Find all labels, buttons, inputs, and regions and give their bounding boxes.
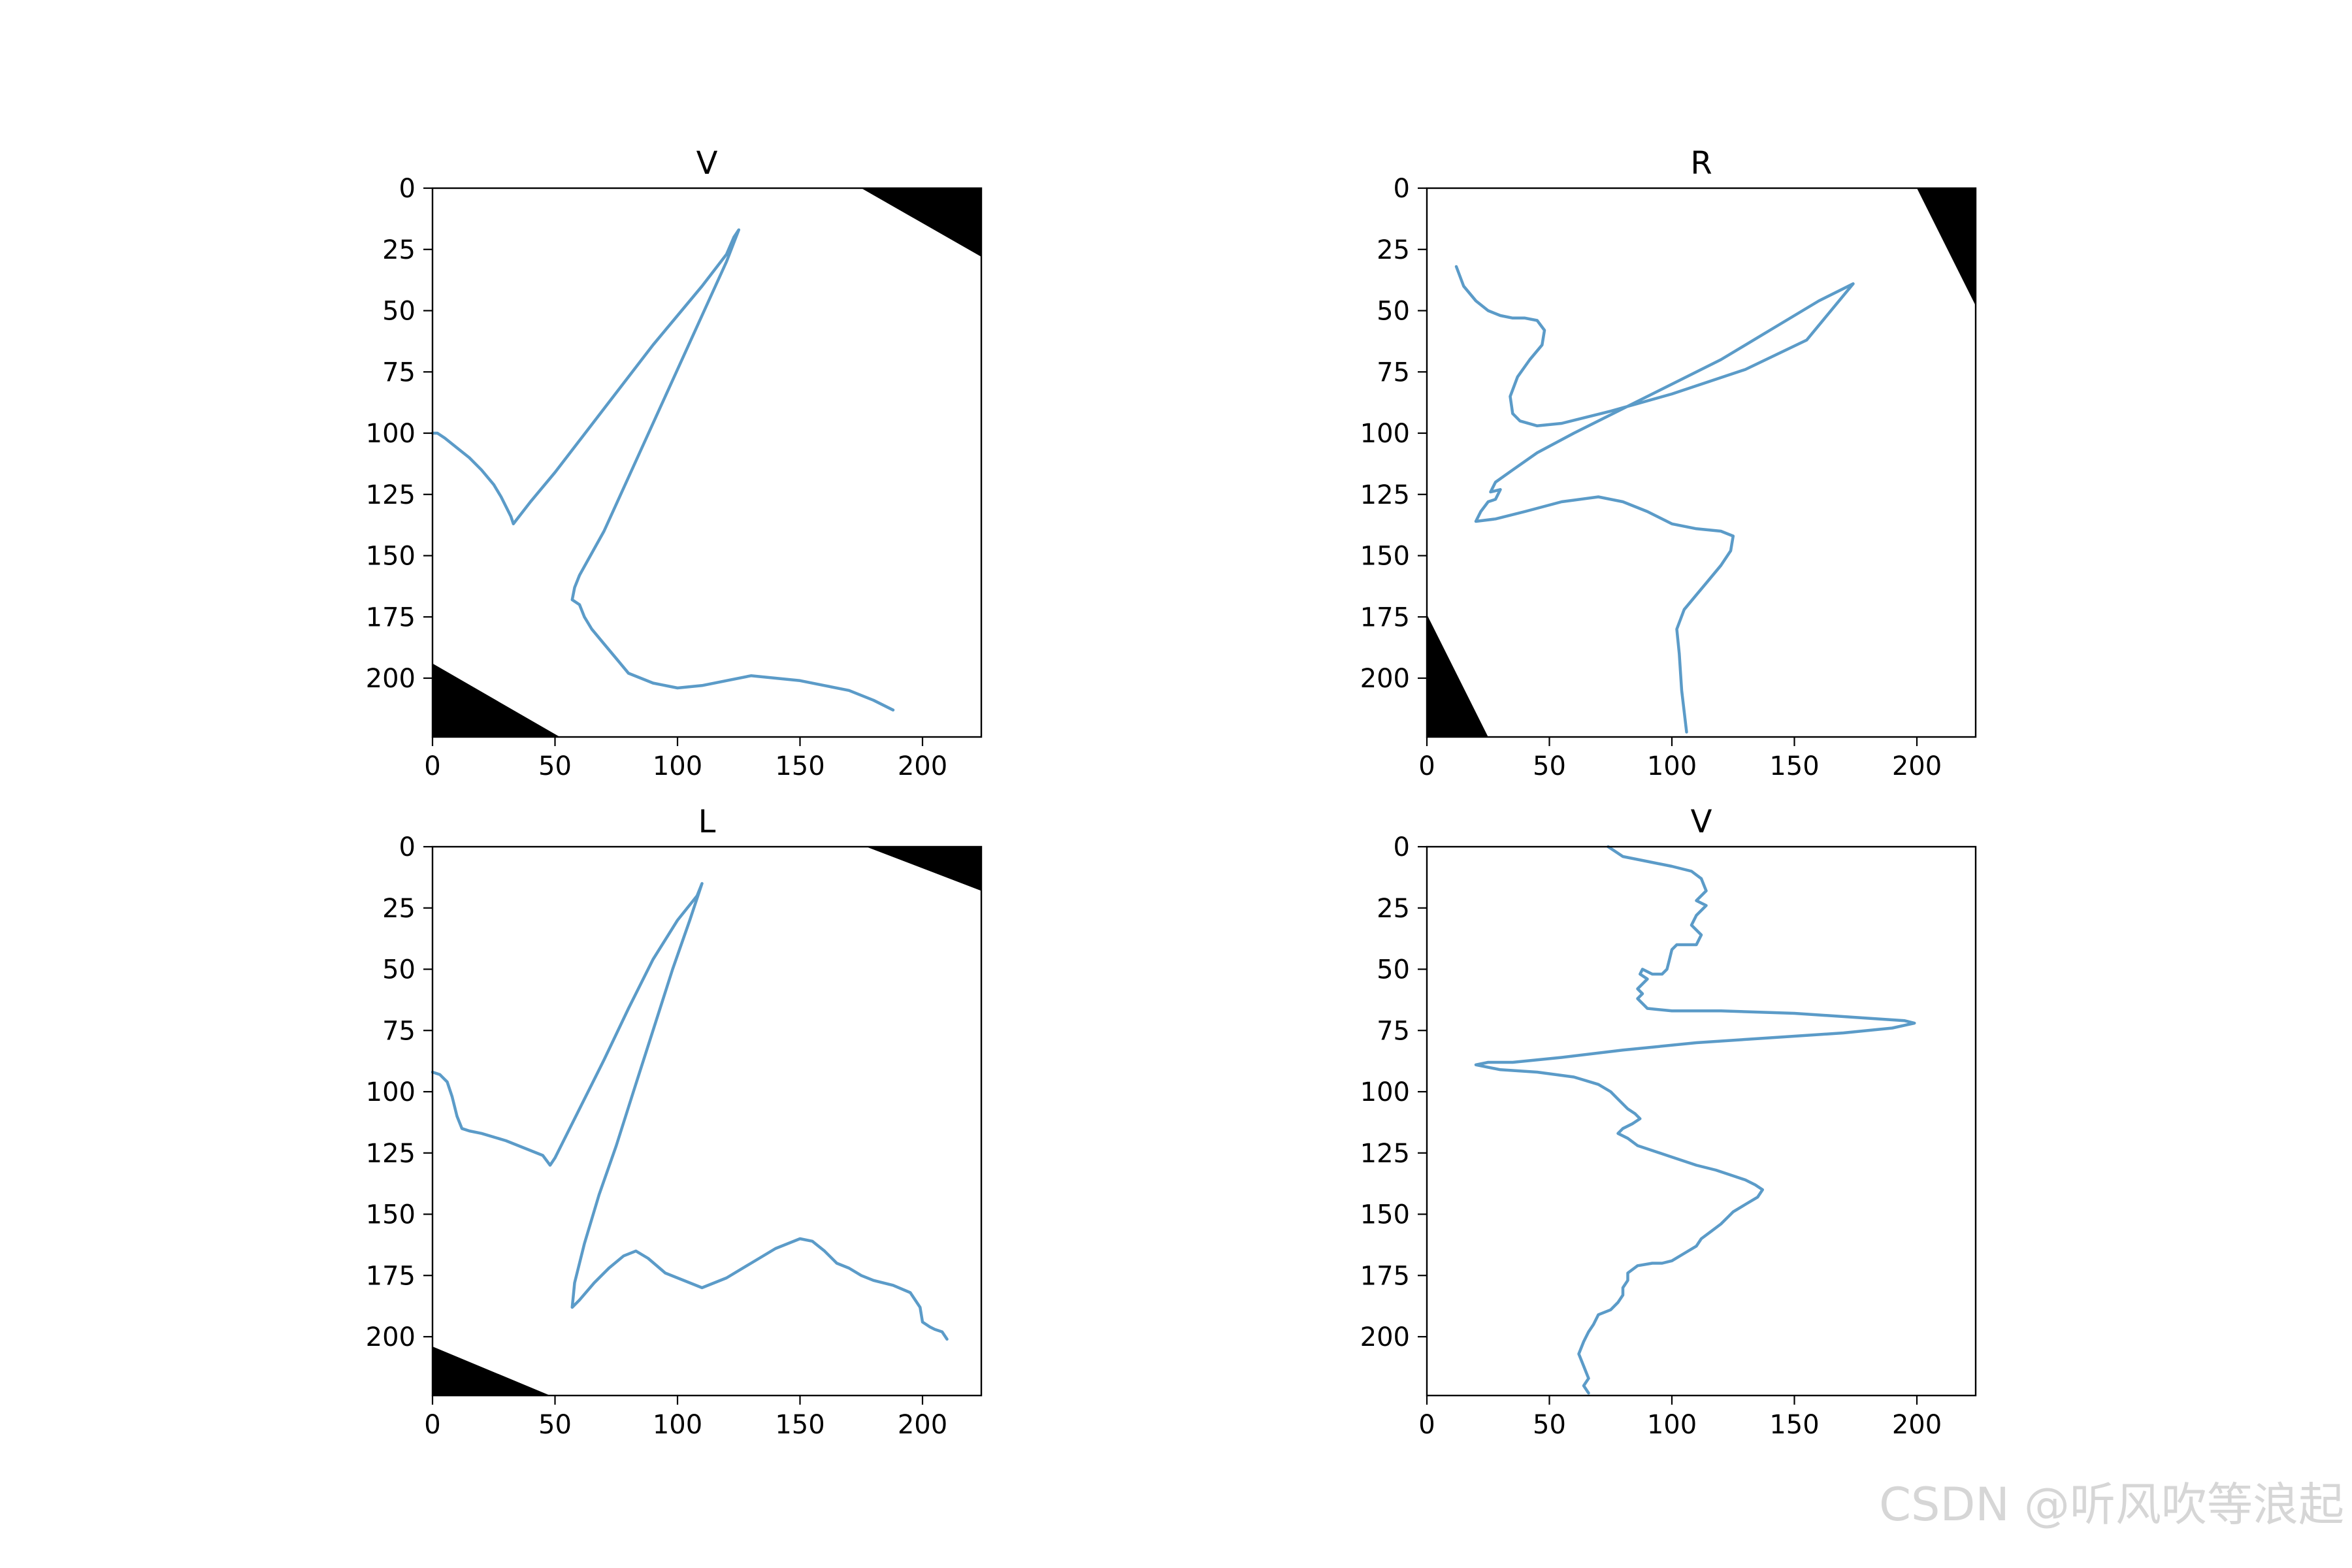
image-area: [1427, 847, 1976, 1396]
y-tick-label: 50: [382, 297, 416, 327]
x-tick-label: 200: [898, 1410, 947, 1440]
plot-frame: [1426, 187, 1977, 738]
y-tick-label: 150: [366, 1200, 416, 1230]
y-tick-label: 75: [382, 1016, 416, 1046]
plot-frame: [431, 845, 983, 1397]
y-tick-label: 175: [1360, 1261, 1410, 1291]
x-tick-label: 0: [424, 751, 440, 781]
x-tick-label: 200: [898, 751, 947, 781]
subplot-3: 0 50 100 150 200 0 25 50 75 100 125 150 175 200 L: [366, 804, 983, 1440]
y-tick-label: 150: [1360, 542, 1410, 572]
y-tick-label: 200: [1360, 664, 1410, 694]
x-tick-label: 50: [1533, 751, 1566, 781]
stroke-line: [1474, 845, 1916, 1395]
y-tick-label: 50: [382, 955, 416, 985]
x-tick-label: 150: [1769, 1410, 1819, 1440]
image-area: [1427, 188, 1976, 737]
subplot-title: R: [1690, 145, 1712, 182]
y-tick-label: 125: [1360, 480, 1410, 510]
y-tick-label: 100: [1360, 1077, 1410, 1107]
y-tick-label: 75: [382, 357, 416, 387]
x-tick-label: 50: [538, 1410, 572, 1440]
y-tick-label: 25: [1377, 894, 1410, 924]
y-tick-label: 150: [366, 542, 416, 572]
y-tick-label: 0: [1394, 832, 1410, 862]
x-tick-label: 100: [1647, 1410, 1697, 1440]
y-tick-label: 100: [1360, 419, 1410, 449]
subplot-4: 0 50 100 150 200 0 25 50 75 100 125 150 175 200 V: [1360, 804, 1977, 1440]
y-tick-label: 25: [382, 894, 416, 924]
stroke-line: [431, 228, 895, 712]
x-tick-label: 0: [1418, 1410, 1435, 1440]
corner-region: [1427, 614, 1488, 737]
corner-region: [861, 188, 981, 257]
y-tick-label: 125: [366, 1139, 416, 1169]
y-tick-label: 125: [366, 480, 416, 510]
x-tick-label: 150: [775, 751, 825, 781]
x-tick-label: 50: [1533, 1410, 1566, 1440]
y-tick-label: 75: [1377, 357, 1410, 387]
subplot-1: 0 50 100 150 200 0 25 50 75 100 125 150 175 200 V: [366, 145, 983, 781]
y-tick-label: 175: [1360, 602, 1410, 632]
plot-frame: [431, 187, 983, 738]
y-tick-label: 175: [366, 1261, 416, 1291]
y-tick-label: 150: [1360, 1200, 1410, 1230]
subplot-title: V: [1691, 804, 1712, 840]
y-tick-label: 75: [1377, 1016, 1410, 1046]
x-tick-label: 150: [1769, 751, 1819, 781]
image-area: [433, 847, 981, 1396]
corner-region: [433, 663, 560, 737]
corner-region: [1917, 188, 1976, 306]
y-tick-label: 200: [1360, 1322, 1410, 1352]
subplot-title: V: [696, 145, 718, 182]
y-tick-label: 100: [366, 1077, 416, 1107]
y-tick-label: 175: [366, 602, 416, 632]
corner-region: [866, 847, 981, 891]
subplot-2: 0 50 100 150 200 0 25 50 75 100 125 150 175 200 R: [1360, 145, 1977, 781]
stroke-line: [431, 882, 949, 1341]
image-area: [433, 188, 981, 737]
x-tick-label: 50: [538, 751, 572, 781]
y-tick-label: 25: [1377, 235, 1410, 265]
subplot-title: L: [698, 804, 716, 840]
y-tick-label: 200: [366, 1322, 416, 1352]
plot-frame: [1426, 845, 1977, 1397]
y-tick-label: 0: [399, 174, 416, 204]
y-tick-label: 200: [366, 664, 416, 694]
x-tick-label: 150: [775, 1410, 825, 1440]
x-tick-label: 0: [1418, 751, 1435, 781]
y-tick-label: 25: [382, 235, 416, 265]
y-tick-label: 125: [1360, 1139, 1410, 1169]
y-tick-label: 50: [1377, 955, 1410, 985]
y-tick-label: 100: [366, 419, 416, 449]
stroke-line: [1454, 265, 1855, 734]
x-tick-label: 100: [653, 1410, 702, 1440]
x-tick-label: 0: [424, 1410, 440, 1440]
x-tick-label: 100: [653, 751, 702, 781]
x-tick-label: 100: [1647, 751, 1697, 781]
watermark-text: CSDN @听风吹等浪起: [1879, 1478, 2344, 1531]
x-tick-label: 200: [1892, 1410, 1942, 1440]
y-tick-label: 0: [1394, 174, 1410, 204]
corner-region: [433, 1347, 550, 1396]
y-tick-label: 50: [1377, 297, 1410, 327]
y-tick-label: 0: [399, 832, 416, 862]
x-tick-label: 200: [1892, 751, 1942, 781]
